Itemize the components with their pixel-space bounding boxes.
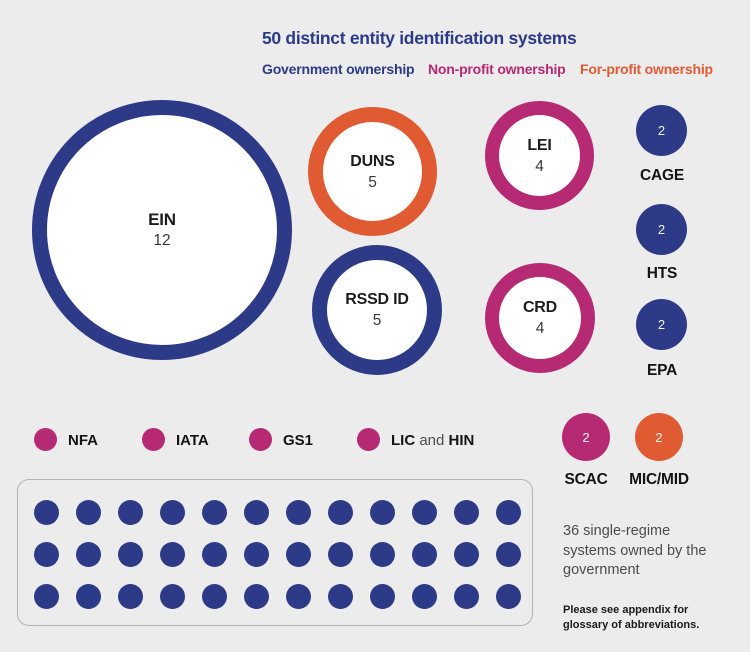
bubble-lei: LEI 4 [485, 101, 594, 210]
grid-dot [244, 584, 269, 609]
badge-epa-value: 2 [657, 317, 666, 332]
single-regime-grid [17, 479, 533, 626]
bubble-crd-value: 4 [535, 320, 545, 337]
badge-micmid-circle: 2 [635, 413, 683, 461]
bubble-crd-label: CRD [522, 299, 558, 316]
badge-micmid-value: 2 [655, 429, 663, 445]
grid-dot [370, 500, 395, 525]
badge-cage-label: CAGE [640, 167, 684, 184]
grid-dot [76, 542, 101, 567]
badge-scac-circle: 2 [562, 413, 610, 461]
badge-hts-circle: 2 [636, 204, 687, 255]
grid-dot [202, 584, 227, 609]
grid-dot [244, 500, 269, 525]
grid-dot [454, 542, 479, 567]
appendix-footnote: Please see appendix for glossary of abbr… [563, 604, 700, 631]
dot-lic-hin-label: LIC and HIN [391, 432, 474, 449]
bubble-lei-label: LEI [527, 136, 552, 154]
bubble-ein-label: EIN [148, 210, 176, 229]
grid-dot [370, 584, 395, 609]
grid-caption: 36 single-regime systems owned by the go… [563, 523, 707, 578]
badge-cage-circle: 2 [636, 105, 687, 156]
bubble-ein: EIN 12 [32, 100, 292, 360]
grid-dot [370, 542, 395, 567]
badge-cage-value: 2 [657, 123, 666, 138]
bubble-ein-value: 12 [153, 232, 171, 249]
grid-dot [328, 542, 353, 567]
grid-dot [244, 542, 269, 567]
bubble-duns-value: 5 [368, 173, 377, 191]
badge-epa-circle: 2 [636, 299, 687, 350]
legend-forprofit-ownership: For-profit ownership [580, 61, 713, 77]
grid-dot [202, 500, 227, 525]
grid-dot [160, 542, 185, 567]
grid-dot [412, 500, 437, 525]
legend-government-ownership: Government ownership [262, 61, 415, 77]
badge-micmid-label: MIC/MID [629, 471, 689, 488]
grid-dot [118, 584, 143, 609]
badge-hts-value: 2 [657, 222, 666, 237]
dot-iata-label: IATA [176, 432, 209, 449]
bubble-rssd-id-label: RSSD ID [345, 291, 409, 308]
grid-dot [496, 500, 521, 525]
dot-gs1 [249, 428, 272, 451]
dot-and-text: and [419, 432, 445, 449]
grid-dot [160, 500, 185, 525]
grid-dot [286, 500, 311, 525]
dot-lic-hin [357, 428, 380, 451]
grid-dot [76, 584, 101, 609]
grid-dot [34, 500, 59, 525]
grid-dot [412, 542, 437, 567]
grid-dot [286, 542, 311, 567]
dot-lic-label: LIC [391, 432, 416, 449]
grid-dot [412, 584, 437, 609]
grid-dot [76, 500, 101, 525]
grid-dot [496, 542, 521, 567]
grid-dot [328, 584, 353, 609]
grid-dot [34, 542, 59, 567]
bubble-lei-value: 4 [535, 157, 544, 175]
grid-dot [454, 500, 479, 525]
grid-dot [118, 542, 143, 567]
grid-dot [160, 584, 185, 609]
badge-scac-value: 2 [582, 429, 590, 445]
bubble-rssd-id: RSSD ID 5 [312, 245, 442, 375]
grid-dot [454, 584, 479, 609]
dot-iata [142, 428, 165, 451]
bubble-duns: DUNS 5 [308, 107, 437, 236]
dot-gs1-label: GS1 [283, 432, 314, 449]
bubble-rssd-id-value: 5 [372, 312, 382, 329]
bubble-duns-label: DUNS [350, 152, 395, 170]
grid-dot [496, 584, 521, 609]
grid-dot [34, 584, 59, 609]
grid-dot [202, 542, 227, 567]
grid-dot [286, 584, 311, 609]
bubble-crd: CRD 4 [485, 263, 595, 373]
dot-nfa-label: NFA [68, 432, 98, 449]
dot-nfa [34, 428, 57, 451]
grid-dot [118, 500, 143, 525]
badge-epa-label: EPA [646, 362, 678, 379]
page-title: 50 distinct entity identification system… [262, 28, 577, 48]
grid-dot [328, 500, 353, 525]
legend-nonprofit-ownership: Non-profit ownership [428, 61, 566, 77]
dot-hin-label: HIN [448, 432, 475, 449]
badge-hts-label: HTS [646, 265, 678, 282]
badge-scac-label: SCAC [564, 471, 608, 488]
